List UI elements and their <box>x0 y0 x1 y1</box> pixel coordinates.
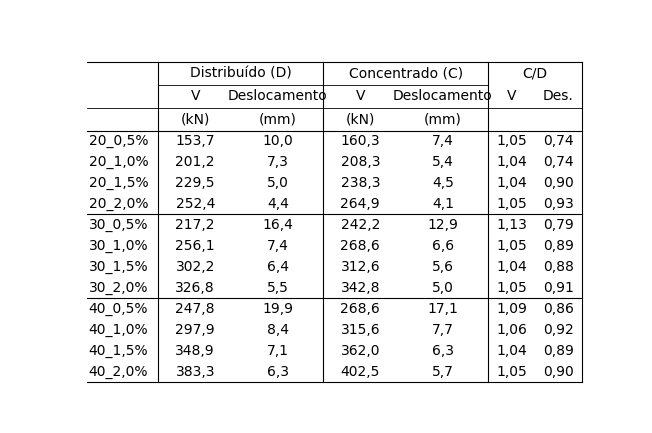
Text: 20_1,5%: 20_1,5% <box>89 176 148 190</box>
Text: 315,6: 315,6 <box>340 323 380 336</box>
Text: 7,1: 7,1 <box>267 344 289 358</box>
Text: 1,13: 1,13 <box>496 218 527 232</box>
Text: 6,4: 6,4 <box>267 260 289 274</box>
Text: 16,4: 16,4 <box>262 218 293 232</box>
Text: 208,3: 208,3 <box>340 155 380 169</box>
Text: 4,5: 4,5 <box>432 176 454 190</box>
Text: (kN): (kN) <box>346 112 375 126</box>
Text: 10,0: 10,0 <box>262 134 293 148</box>
Text: 1,05: 1,05 <box>496 197 527 211</box>
Text: (kN): (kN) <box>181 112 210 126</box>
Text: V: V <box>355 89 365 103</box>
Text: 0,90: 0,90 <box>543 365 574 378</box>
Text: 17,1: 17,1 <box>427 302 458 316</box>
Text: 30_0,5%: 30_0,5% <box>89 218 148 232</box>
Text: 5,0: 5,0 <box>432 281 454 295</box>
Text: 0,74: 0,74 <box>543 155 574 169</box>
Text: 256,1: 256,1 <box>175 239 215 253</box>
Text: 7,7: 7,7 <box>432 323 454 336</box>
Text: 217,2: 217,2 <box>175 218 215 232</box>
Text: 268,6: 268,6 <box>340 302 380 316</box>
Text: 5,0: 5,0 <box>267 176 289 190</box>
Text: 247,8: 247,8 <box>175 302 215 316</box>
Text: 0,79: 0,79 <box>543 218 574 232</box>
Text: 7,4: 7,4 <box>432 134 454 148</box>
Text: 40_1,5%: 40_1,5% <box>89 344 148 358</box>
Text: 1,05: 1,05 <box>496 281 527 295</box>
Text: 242,2: 242,2 <box>340 218 380 232</box>
Text: 268,6: 268,6 <box>340 239 380 253</box>
Text: 6,3: 6,3 <box>432 344 454 358</box>
Text: 326,8: 326,8 <box>175 281 215 295</box>
Text: 30_2,0%: 30_2,0% <box>89 281 148 295</box>
Text: 0,74: 0,74 <box>543 134 574 148</box>
Text: V: V <box>507 89 516 103</box>
Text: 252,4: 252,4 <box>175 197 215 211</box>
Text: 0,92: 0,92 <box>543 323 574 336</box>
Text: 40_2,0%: 40_2,0% <box>89 365 148 378</box>
Text: 12,9: 12,9 <box>427 218 458 232</box>
Text: 1,04: 1,04 <box>496 344 527 358</box>
Text: (mm): (mm) <box>259 112 297 126</box>
Text: 7,3: 7,3 <box>267 155 289 169</box>
Text: Des.: Des. <box>543 89 574 103</box>
Text: Concentrado (C): Concentrado (C) <box>349 66 463 81</box>
Text: 383,3: 383,3 <box>175 365 215 378</box>
Text: 0,91: 0,91 <box>543 281 574 295</box>
Text: C/D: C/D <box>522 66 548 81</box>
Text: 4,4: 4,4 <box>267 197 289 211</box>
Text: 1,09: 1,09 <box>496 302 527 316</box>
Text: 1,06: 1,06 <box>496 323 527 336</box>
Text: 402,5: 402,5 <box>340 365 380 378</box>
Text: 201,2: 201,2 <box>175 155 215 169</box>
Text: 348,9: 348,9 <box>175 344 215 358</box>
Text: 362,0: 362,0 <box>340 344 380 358</box>
Text: 1,05: 1,05 <box>496 365 527 378</box>
Text: 229,5: 229,5 <box>175 176 215 190</box>
Text: V: V <box>190 89 200 103</box>
Text: 5,6: 5,6 <box>432 260 454 274</box>
Text: 264,9: 264,9 <box>340 197 380 211</box>
Text: 0,88: 0,88 <box>543 260 574 274</box>
Text: 153,7: 153,7 <box>175 134 215 148</box>
Text: 297,9: 297,9 <box>175 323 215 336</box>
Text: 1,04: 1,04 <box>496 260 527 274</box>
Text: 0,89: 0,89 <box>543 344 574 358</box>
Text: Deslocamento: Deslocamento <box>228 89 327 103</box>
Text: Deslocamento: Deslocamento <box>393 89 493 103</box>
Text: 40_1,0%: 40_1,0% <box>89 323 148 336</box>
Text: 160,3: 160,3 <box>340 134 380 148</box>
Text: 1,05: 1,05 <box>496 134 527 148</box>
Text: 1,05: 1,05 <box>496 239 527 253</box>
Text: 19,9: 19,9 <box>262 302 293 316</box>
Text: 0,89: 0,89 <box>543 239 574 253</box>
Text: 0,90: 0,90 <box>543 176 574 190</box>
Text: 0,93: 0,93 <box>543 197 574 211</box>
Text: 7,4: 7,4 <box>267 239 289 253</box>
Text: 20_2,0%: 20_2,0% <box>89 197 148 211</box>
Text: Distribuído (D): Distribuído (D) <box>190 66 291 81</box>
Text: 5,4: 5,4 <box>432 155 454 169</box>
Text: 6,6: 6,6 <box>432 239 454 253</box>
Text: 238,3: 238,3 <box>340 176 380 190</box>
Text: 40_0,5%: 40_0,5% <box>89 302 148 316</box>
Text: 20_0,5%: 20_0,5% <box>89 134 148 148</box>
Text: 342,8: 342,8 <box>340 281 380 295</box>
Text: 8,4: 8,4 <box>267 323 289 336</box>
Text: 30_1,0%: 30_1,0% <box>89 239 148 253</box>
Text: 1,04: 1,04 <box>496 176 527 190</box>
Text: 4,1: 4,1 <box>432 197 454 211</box>
Text: 6,3: 6,3 <box>267 365 289 378</box>
Text: 302,2: 302,2 <box>175 260 215 274</box>
Text: 312,6: 312,6 <box>340 260 380 274</box>
Text: 5,7: 5,7 <box>432 365 454 378</box>
Text: 1,04: 1,04 <box>496 155 527 169</box>
Text: (mm): (mm) <box>424 112 462 126</box>
Text: 5,5: 5,5 <box>267 281 289 295</box>
Text: 30_1,5%: 30_1,5% <box>89 260 148 274</box>
Text: 20_1,0%: 20_1,0% <box>89 155 148 169</box>
Text: 0,86: 0,86 <box>543 302 574 316</box>
